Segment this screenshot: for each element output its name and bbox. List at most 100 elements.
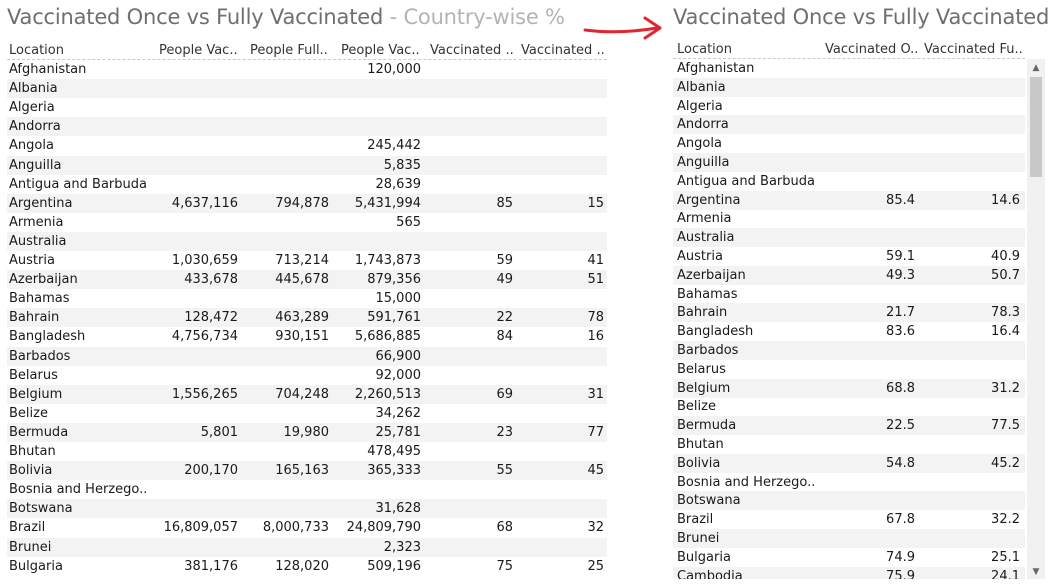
table-row[interactable]: Albania [7,79,607,99]
table-row[interactable]: Bahamas [673,285,1025,304]
location-cell: Belize [677,399,716,415]
table-row[interactable]: Bosnia and Herzego.. [673,473,1025,492]
chevron-up-icon[interactable]: ▲ [1032,63,1040,73]
left-column-header[interactable]: Vaccinated .. [521,43,605,58]
table-row[interactable]: Belize 34,262 [7,404,607,423]
table-row[interactable]: Bulgaria 381,176 128,020 509,196 75 25 [7,557,607,576]
value-cell: 445,678 [275,272,329,288]
table-row[interactable]: Barbados [673,341,1025,360]
value-cell [157,136,238,155]
value-cell [247,213,329,232]
value-cell [247,289,329,308]
value-cell [247,442,329,461]
scrollbar-thumb[interactable] [1030,77,1042,177]
table-row[interactable]: Australia [673,228,1025,248]
table-row[interactable]: Australia [7,231,607,251]
table-row[interactable]: Bosnia and Herzego.. [7,480,607,499]
table-row[interactable]: Austria 1,030,659 713,214 1,743,873 59 41 [7,251,607,270]
table-row[interactable]: Bermuda 22.5 77.5 [673,416,1025,436]
value-cell [923,153,1020,172]
table-row[interactable]: Afghanistan 120,000 [7,60,607,79]
table-row[interactable]: Bangladesh 4,756,734 930,151 5,686,885 84 16 [7,327,607,346]
right-header-divider [673,58,1025,59]
table-row[interactable]: Andorra [7,117,607,137]
right-column-header[interactable]: Vaccinated Fu.. [924,42,1022,57]
right-table-body[interactable]: Afghanistan Albania Algeria Andorra Angola An… [673,59,1025,579]
location-cell: Bolivia [9,463,53,479]
table-row[interactable]: Bhutan [673,435,1025,454]
value-cell [338,232,421,251]
chevron-down-icon[interactable]: ▼ [1032,567,1040,577]
table-row[interactable]: Argentina 4,637,116 794,878 5,431,994 85 15 [7,193,607,213]
value-cell: 24,809,790 [346,520,421,536]
table-row[interactable]: Afghanistan [673,59,1025,78]
table-row[interactable]: Azerbaijan 433,678 445,678 879,356 49 51 [7,270,607,290]
table-row[interactable]: Anguilla 5,835 [7,155,607,175]
table-row[interactable]: Belarus [673,360,1025,379]
table-row[interactable]: Bahamas 15,000 [7,289,607,308]
table-row[interactable]: Austria 59.1 40.9 [673,247,1025,266]
table-row[interactable]: Angola [673,134,1025,153]
table-row[interactable]: Algeria [673,97,1025,116]
table-row[interactable]: Anguilla [673,153,1025,172]
value-cell: 463,289 [275,310,329,326]
location-cell: Belarus [677,361,726,377]
table-row[interactable]: Bolivia 200,170 165,163 365,333 55 45 [7,461,607,481]
table-row[interactable]: Armenia [673,209,1025,228]
table-row[interactable]: Antigua and Barbuda [673,172,1025,191]
table-row[interactable]: Botswana [673,491,1025,511]
value-cell [157,404,238,423]
table-row[interactable]: Argentina 85.4 14.6 [673,190,1025,210]
table-row[interactable]: Belgium 1,556,265 704,248 2,260,513 69 31 [7,384,607,404]
value-cell [823,115,915,134]
table-row[interactable]: Barbados 66,900 [7,346,607,366]
table-row[interactable]: Bhutan 478,495 [7,442,607,461]
table-row[interactable]: Antigua and Barbuda 28,639 [7,175,607,194]
table-row[interactable]: Brunei [673,529,1025,548]
left-crosstab[interactable]: Location People Vac.. People Full.. People … [7,42,607,587]
table-row[interactable]: Bahrain 21.7 78.3 [673,303,1025,323]
table-row[interactable]: Albania [673,77,1025,97]
table-row[interactable]: Belize [673,397,1025,416]
location-cell: Andorra [9,119,61,135]
left-column-header[interactable]: Vaccinated .. [430,43,514,58]
value-cell: 28,639 [375,176,422,192]
table-row[interactable]: Brunei 2,323 [7,537,607,557]
table-row[interactable]: Bolivia 54.8 45.2 [673,453,1025,473]
value-cell: 34,262 [375,405,422,421]
table-row[interactable]: Bahrain 128,472 463,289 591,761 22 78 [7,308,607,328]
table-row[interactable]: Brazil 67.8 32.2 [673,510,1025,529]
vertical-scrollbar[interactable]: ▲ ▼ [1027,59,1045,579]
right-column-header[interactable]: Vaccinated O.. [825,42,917,57]
table-row[interactable]: Bermuda 5,801 19,980 25,781 23 77 [7,422,607,442]
right-crosstab[interactable]: Location Vaccinated O.. Vaccinated Fu.. Af… [673,41,1048,587]
right-column-header[interactable]: Location [677,42,732,57]
table-row[interactable]: Azerbaijan 49.3 50.7 [673,265,1025,285]
table-row[interactable]: Belarus 92,000 [7,366,607,385]
left-table-body[interactable]: Afghanistan 120,000 Albania Algeria Andorra A… [7,60,607,587]
value-cell: 2,260,513 [354,386,421,402]
value-cell [923,228,1020,247]
table-row[interactable]: Cambodia 75.9 24.1 [673,566,1025,579]
table-row[interactable]: Angola 245,442 [7,136,607,155]
table-row[interactable]: Botswana 31,628 [7,499,607,519]
table-row[interactable]: Armenia 565 [7,213,607,232]
value-cell [157,499,238,518]
value-cell [427,175,513,194]
table-row[interactable]: Brazil 16,809,057 8,000,733 24,809,790 68 32 [7,518,607,537]
value-cell [427,404,513,423]
left-column-header[interactable]: Location [9,43,64,58]
value-cell [923,172,1020,191]
value-cell [157,366,238,385]
table-row[interactable]: Bulgaria 74.9 25.1 [673,548,1025,567]
left-column-header[interactable]: People Full.. [250,43,328,58]
value-cell [157,213,238,232]
location-cell: Brunei [9,539,52,555]
left-column-header[interactable]: People Vac.. [341,43,420,58]
table-row[interactable]: Andorra [673,115,1025,135]
table-row[interactable]: Bangladesh 83.6 16.4 [673,322,1025,341]
table-row[interactable]: Belgium 68.8 31.2 [673,378,1025,398]
value-cell: 92,000 [375,367,422,383]
left-column-header[interactable]: People Vac.. [159,43,238,58]
table-row[interactable]: Algeria [7,98,607,117]
